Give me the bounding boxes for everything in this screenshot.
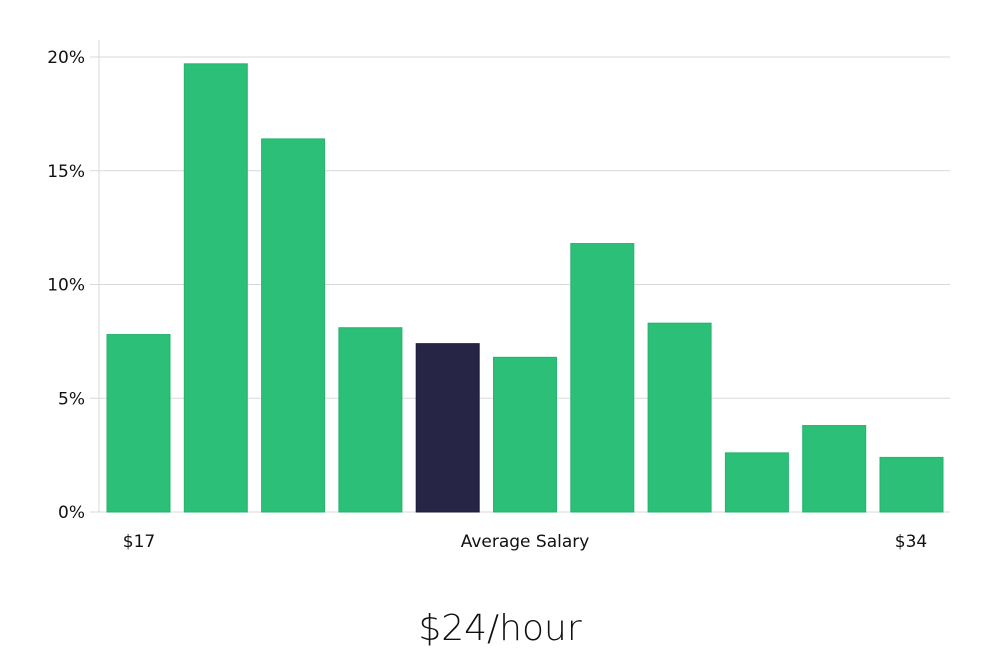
bar: [647, 322, 712, 513]
y-tick-label: 5%: [58, 389, 85, 409]
y-tick-label: 10%: [47, 276, 85, 296]
y-tick-label: 0%: [58, 503, 85, 523]
bar: [802, 425, 867, 513]
x-label-left: $17: [123, 532, 155, 552]
x-label-center: Average Salary: [461, 532, 590, 552]
bar: [879, 456, 944, 513]
bar: [338, 327, 403, 513]
bar: [261, 138, 326, 513]
bar: [724, 452, 789, 513]
bar-highlighted: [415, 343, 480, 513]
bar: [183, 63, 248, 513]
y-tick-label: 15%: [47, 162, 85, 182]
bar: [106, 334, 171, 513]
y-tick-label: 20%: [47, 48, 85, 68]
bar: [570, 243, 635, 513]
average-salary-value: $24/hour: [418, 608, 582, 649]
bar: [493, 356, 557, 513]
x-label-right: $34: [895, 532, 927, 552]
